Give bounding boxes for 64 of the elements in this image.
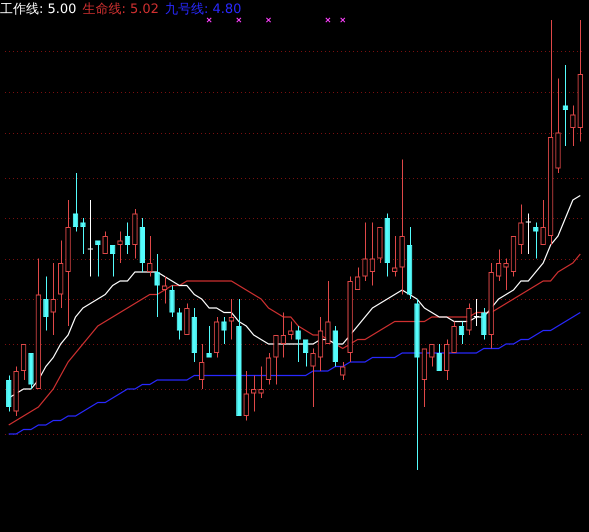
candlestick: [518, 204, 524, 254]
candlestick: [13, 366, 19, 416]
candlestick: [266, 352, 272, 385]
candlestick: [102, 231, 108, 254]
candlestick: [370, 222, 376, 286]
candlestick: [140, 218, 145, 272]
candlestick: [318, 316, 324, 372]
candlestick: [80, 218, 86, 254]
candlestick: [548, 20, 554, 246]
candlestick: [444, 339, 450, 380]
candlestick: [399, 159, 405, 295]
text: 工作线: 5.00: [0, 2, 76, 17]
candlestick: [481, 308, 486, 340]
candlestick: [429, 344, 434, 367]
candlestick: [332, 326, 338, 367]
candlestick: [496, 249, 502, 282]
candlestick: [280, 312, 286, 358]
candlestick: [406, 226, 412, 300]
candlestick: [50, 262, 56, 336]
candlestick: [65, 200, 71, 326]
candlestick: [184, 303, 190, 335]
candlestick: [43, 276, 48, 331]
candlestick: [244, 370, 249, 421]
candlestick: [28, 353, 34, 390]
candlestick: [348, 276, 353, 362]
candlestick: [451, 321, 457, 353]
candlestick: [20, 344, 26, 380]
candlestick: [436, 344, 442, 371]
candlestick: [192, 308, 197, 362]
candlestick: [154, 254, 160, 318]
candlestick: [6, 375, 12, 412]
candlestick: [377, 227, 383, 264]
candlestick: [488, 262, 494, 349]
candlestick: [325, 280, 331, 344]
candlestick: [273, 335, 279, 385]
candlestick: [466, 303, 472, 336]
candlestick: [384, 213, 390, 277]
candlestick: [236, 298, 242, 416]
candlestick: [414, 298, 420, 470]
text: 生命线: 5.02: [82, 2, 159, 17]
candlestick: [132, 208, 138, 259]
candlestick: [422, 348, 428, 408]
candlestick: [354, 267, 360, 290]
candlestick: [36, 258, 42, 389]
candlestick: [58, 240, 64, 308]
candlestick: [578, 20, 583, 142]
candlestick: [555, 78, 561, 174]
candlestick: [510, 236, 516, 277]
candlestick: [176, 308, 182, 340]
candlestick: [214, 316, 220, 358]
candlestick: [540, 200, 546, 245]
candlestick: [310, 348, 316, 408]
candlestick: [199, 344, 204, 390]
candlestick: [302, 340, 308, 367]
candlestick: [562, 64, 568, 146]
candlestick: [72, 172, 78, 232]
candlestick: [362, 222, 368, 282]
candlestick: [340, 362, 346, 380]
candlestick: [296, 326, 301, 362]
candlestick: [570, 105, 576, 146]
candlestick: [169, 285, 175, 318]
candlestick: [110, 245, 116, 277]
text: 九号线: 4.80: [164, 2, 242, 17]
candlestick: [147, 236, 152, 277]
